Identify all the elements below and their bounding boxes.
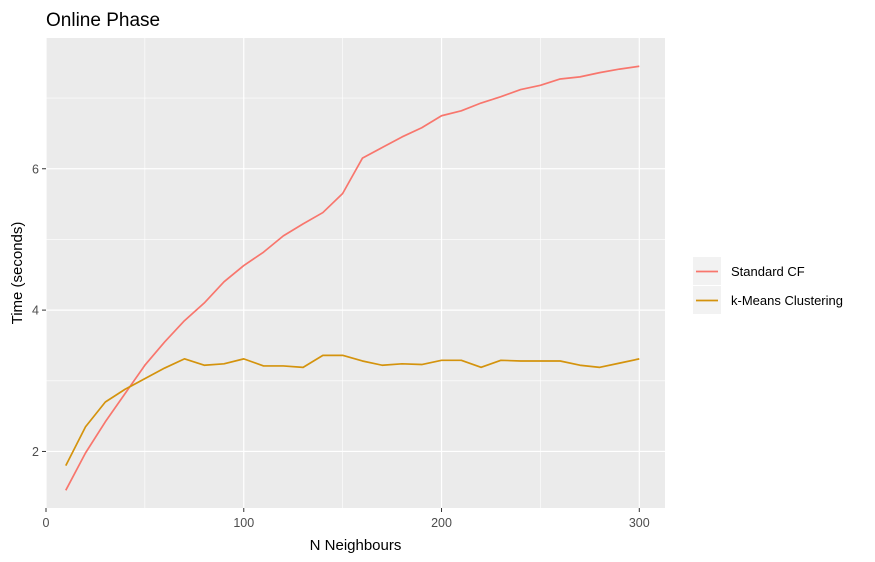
y-tick-label: 4 (32, 304, 39, 318)
y-axis-title: Time (seconds) (9, 222, 26, 325)
series-line-k-means-clustering (65, 354, 640, 466)
legend-label: Standard CF (731, 264, 805, 279)
plot-panel (46, 38, 665, 508)
x-axis-title: N Neighbours (310, 537, 402, 554)
x-axis-ticks: 0 100 200 300 (43, 508, 650, 530)
chart-title: Online Phase (46, 10, 160, 31)
x-tick-label: 100 (233, 516, 254, 530)
x-tick-label: 0 (43, 516, 50, 530)
series-lines (65, 65, 640, 491)
series-line-standard-cf (65, 65, 640, 491)
y-axis-ticks: 2 4 6 (32, 162, 46, 459)
minor-grid (46, 38, 665, 508)
legend-label: k-Means Clustering (731, 293, 843, 308)
y-tick-label: 2 (32, 445, 39, 459)
x-tick-label: 200 (431, 516, 452, 530)
x-tick-label: 300 (629, 516, 650, 530)
major-grid (45, 38, 665, 508)
y-tick-label: 6 (32, 162, 39, 176)
legend: Standard CF k-Means Clustering (693, 257, 843, 314)
